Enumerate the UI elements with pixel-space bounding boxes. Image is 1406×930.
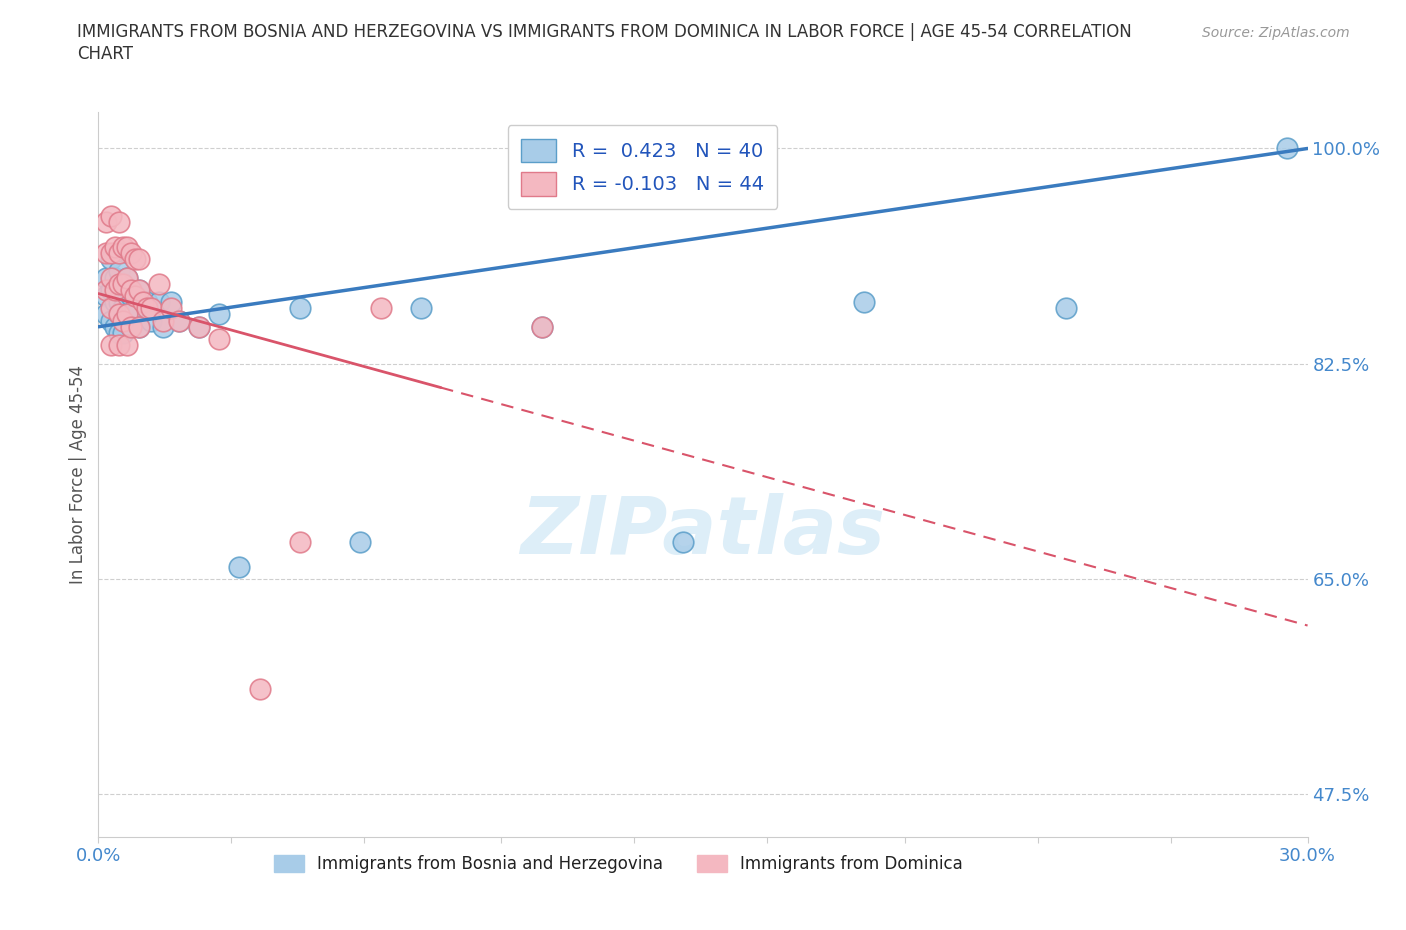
Point	[128, 319, 150, 334]
Point	[530, 319, 553, 334]
Point	[148, 276, 170, 291]
Text: CHART: CHART	[77, 45, 134, 62]
Point	[188, 319, 211, 334]
Point	[100, 270, 122, 285]
Point	[128, 283, 150, 298]
Point	[111, 313, 134, 328]
Point	[139, 301, 162, 316]
Point	[120, 283, 142, 298]
Text: Source: ZipAtlas.com: Source: ZipAtlas.com	[1202, 26, 1350, 40]
Point	[107, 307, 129, 322]
Point	[370, 301, 392, 316]
Point	[115, 338, 138, 352]
Point	[103, 239, 125, 254]
Point	[135, 301, 157, 316]
Point	[120, 319, 142, 334]
Point	[107, 246, 129, 260]
Point	[152, 319, 174, 334]
Point	[107, 295, 129, 310]
Point	[120, 319, 142, 334]
Point	[107, 215, 129, 230]
Point	[288, 301, 311, 316]
Point	[115, 307, 138, 322]
Point	[530, 319, 553, 334]
Point	[115, 270, 138, 285]
Point	[128, 283, 150, 298]
Point	[135, 295, 157, 310]
Point	[107, 264, 129, 279]
Point	[115, 239, 138, 254]
Point	[148, 295, 170, 310]
Point	[1277, 141, 1299, 156]
Point	[167, 313, 190, 328]
Point	[103, 270, 125, 285]
Point	[160, 301, 183, 316]
Point	[288, 535, 311, 550]
Point	[692, 860, 714, 875]
Point	[96, 246, 118, 260]
Point	[249, 682, 271, 697]
Point	[111, 276, 134, 291]
Point	[111, 326, 134, 340]
Point	[100, 246, 122, 260]
Point	[208, 307, 231, 322]
Point	[139, 313, 162, 328]
Point	[115, 270, 138, 285]
Y-axis label: In Labor Force | Age 45-54: In Labor Force | Age 45-54	[69, 365, 87, 584]
Point	[107, 307, 129, 322]
Point	[100, 301, 122, 316]
Point	[100, 208, 122, 223]
Point	[111, 239, 134, 254]
Point	[96, 215, 118, 230]
Point	[167, 313, 190, 328]
Point	[103, 283, 125, 298]
Point	[107, 338, 129, 352]
Point	[103, 319, 125, 334]
Point	[409, 301, 432, 316]
Point	[124, 252, 146, 267]
Point	[124, 301, 146, 316]
Point	[128, 319, 150, 334]
Point	[96, 283, 118, 298]
Point	[96, 288, 118, 303]
Point	[132, 295, 155, 310]
Text: IMMIGRANTS FROM BOSNIA AND HERZEGOVINA VS IMMIGRANTS FROM DOMINICA IN LABOR FORC: IMMIGRANTS FROM BOSNIA AND HERZEGOVINA V…	[77, 23, 1132, 41]
Point	[853, 295, 876, 310]
Point	[208, 332, 231, 347]
Point	[107, 326, 129, 340]
Point	[96, 307, 118, 322]
Point	[100, 338, 122, 352]
Point	[100, 252, 122, 267]
Point	[120, 246, 142, 260]
Point	[672, 535, 695, 550]
Point	[120, 288, 142, 303]
Point	[107, 276, 129, 291]
Point	[188, 319, 211, 334]
Point	[349, 535, 371, 550]
Point	[100, 313, 122, 328]
Point	[124, 288, 146, 303]
Point	[96, 270, 118, 285]
Point	[115, 307, 138, 322]
Point	[111, 301, 134, 316]
Text: ZIPatlas: ZIPatlas	[520, 493, 886, 571]
Point	[111, 276, 134, 291]
Point	[1054, 301, 1077, 316]
Point	[103, 295, 125, 310]
Point	[128, 252, 150, 267]
Legend: Immigrants from Bosnia and Herzegovina, Immigrants from Dominica: Immigrants from Bosnia and Herzegovina, …	[267, 848, 969, 880]
Point	[228, 559, 250, 574]
Point	[100, 283, 122, 298]
Point	[160, 295, 183, 310]
Point	[152, 313, 174, 328]
